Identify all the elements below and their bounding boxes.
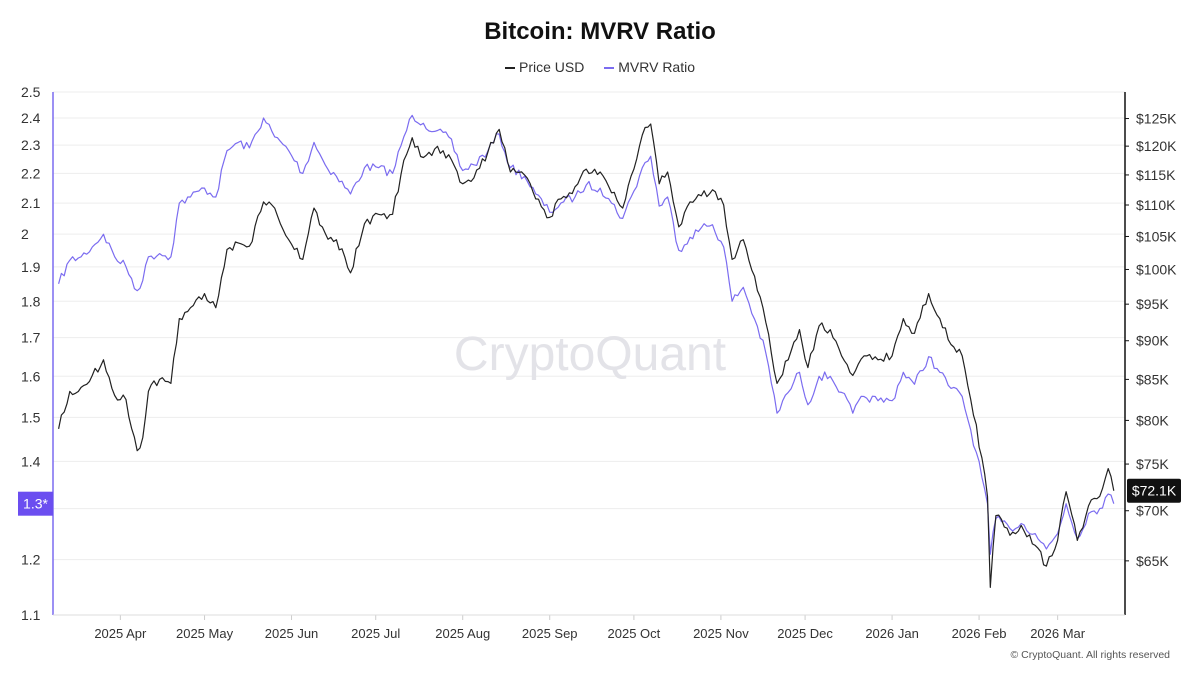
legend: Price USD MVRV Ratio	[0, 59, 1200, 75]
y-left-tick-label: 2	[21, 226, 29, 242]
mvrv-current-label: 1.3*	[23, 496, 48, 512]
y-left-tick-label: 2.5	[21, 84, 41, 100]
chart-title: Bitcoin: MVRV Ratio	[484, 18, 716, 45]
copyright-text: © CryptoQuant. All rights reserved	[1010, 649, 1170, 661]
x-tick-label: 2025 Dec	[777, 626, 833, 641]
x-tick-label: 2025 May	[176, 626, 234, 641]
y-right-tick-label: $80K	[1136, 412, 1169, 428]
y-right-tick-label: $85K	[1136, 371, 1169, 387]
y-left-tick-label: 2.1	[21, 195, 41, 211]
x-tick-label: 2025 Jul	[351, 626, 400, 641]
price-current-badge	[1127, 478, 1181, 503]
x-tick-label: 2025 Sep	[522, 626, 578, 641]
y-right-tick-label: $100K	[1136, 261, 1177, 277]
x-tick-label: 2025 Apr	[94, 626, 147, 641]
x-tick-label: 2026 Mar	[1030, 626, 1086, 641]
y-left-tick-label: 1.7	[21, 330, 41, 346]
legend-item-price[interactable]: Price USD	[504, 59, 585, 75]
y-left-tick-label: 2.4	[21, 110, 41, 126]
price-current-label: $72.1K	[1132, 483, 1177, 499]
y-right-tick-label: $90K	[1136, 333, 1169, 349]
y-right-tick-label: $105K	[1136, 228, 1177, 244]
y-left-tick-label: 1.2	[21, 552, 41, 568]
y-right-tick-label: $65K	[1136, 553, 1169, 569]
x-tick-label: 2025 Nov	[693, 626, 749, 641]
legend-label-mvrv: MVRV Ratio	[618, 59, 696, 75]
legend-label-price: Price USD	[518, 59, 585, 75]
x-tick-label: 2026 Jan	[865, 626, 919, 641]
y-left-tick-label: 1.1	[21, 607, 41, 623]
x-tick-label: 2025 Aug	[435, 626, 490, 641]
y-right-tick-label: $75K	[1136, 456, 1169, 472]
price-usd-line	[58, 123, 1115, 588]
x-tick-label: 2026 Feb	[952, 626, 1007, 641]
y-left-tick-label: 1.9	[21, 259, 41, 275]
y-right-tick-label: $115K	[1136, 167, 1176, 183]
y-left-tick-label: 2.3	[21, 137, 41, 153]
y-right-tick-label: $120K	[1136, 138, 1177, 154]
y-right-tick-label: $70K	[1136, 503, 1169, 519]
y-left-tick-label: 1.5	[21, 409, 41, 425]
y-right-tick-label: $110K	[1136, 197, 1176, 213]
legend-swatch-mvrv	[604, 67, 615, 70]
legend-item-mvrv[interactable]: MVRV Ratio	[604, 59, 695, 75]
legend-swatch-price	[504, 67, 515, 70]
mvrv-ratio-line	[58, 114, 1115, 555]
x-tick-label: 2025 Jun	[265, 626, 319, 641]
x-tick-label: 2025 Oct	[608, 626, 661, 641]
y-right-tick-label: $95K	[1136, 296, 1169, 312]
mvrv-current-badge	[18, 491, 53, 516]
y-left-tick-label: 1.8	[21, 293, 41, 309]
watermark: CryptoQuant	[454, 328, 726, 381]
y-left-tick-label: 2.2	[21, 165, 41, 181]
y-left-tick-label: 1.6	[21, 368, 41, 384]
y-right-tick-label: $125K	[1136, 111, 1177, 127]
y-left-tick-label: 1.4	[21, 453, 41, 469]
